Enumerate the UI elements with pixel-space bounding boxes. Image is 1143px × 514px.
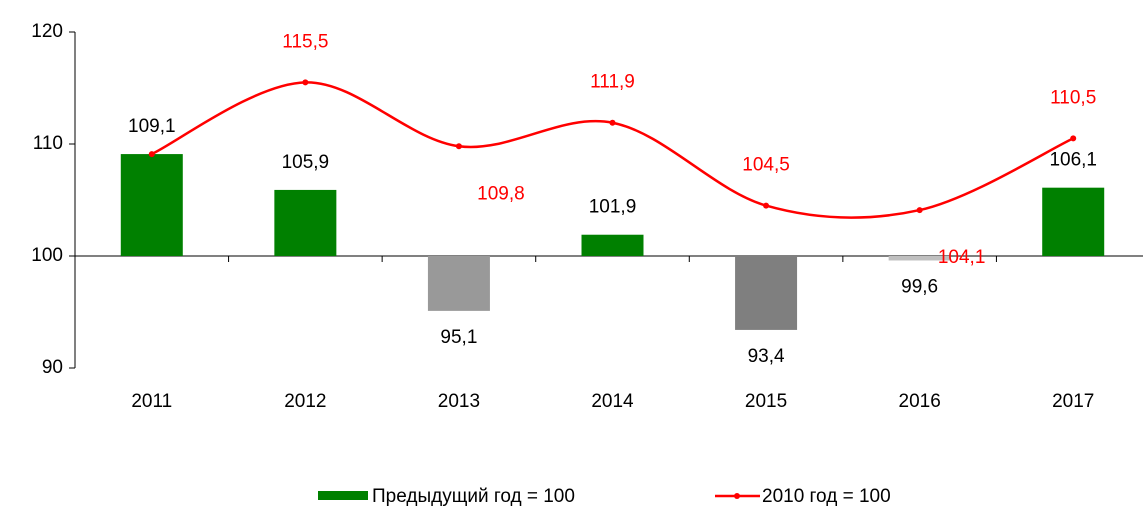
x-tick-label: 2017 — [1052, 391, 1094, 412]
bar — [427, 256, 490, 311]
y-tick-label: 100 — [31, 245, 63, 266]
bar — [888, 256, 951, 261]
line-label: 115,5 — [282, 31, 328, 52]
y-tick-label: 90 — [42, 357, 63, 378]
x-tick-label: 2012 — [284, 391, 326, 412]
line-point — [916, 207, 923, 214]
bar-label: 95,1 — [440, 327, 477, 348]
line-point — [302, 79, 309, 86]
x-tick-label: 2011 — [131, 391, 172, 412]
line-point — [148, 151, 155, 158]
line-label: 111,9 — [590, 72, 635, 93]
x-tick-label: 2016 — [899, 391, 941, 412]
line-label: 104,1 — [938, 247, 986, 268]
line-point — [609, 119, 616, 126]
bar — [120, 154, 183, 256]
x-tick-label: 2014 — [591, 391, 634, 412]
line-point — [1070, 135, 1077, 142]
line-point — [763, 202, 770, 209]
bar — [735, 256, 798, 330]
line-label: 109,8 — [477, 183, 525, 204]
bar-label: 106,1 — [1049, 150, 1097, 171]
legend-point — [734, 493, 740, 499]
x-tick-label: 2015 — [745, 391, 787, 412]
legend-label: Предыдущий год = 100 — [372, 486, 575, 507]
bar-label: 93,4 — [748, 346, 785, 367]
line-point — [455, 143, 462, 150]
line-label: 110,5 — [1050, 87, 1096, 108]
line-label: 104,5 — [742, 155, 790, 176]
y-tick-label: 120 — [31, 21, 63, 42]
legend-swatch — [318, 491, 368, 500]
bar-label: 99,6 — [901, 276, 938, 297]
bar-label: 105,9 — [282, 152, 330, 173]
y-tick-label: 110 — [33, 133, 63, 154]
x-tick-label: 2013 — [438, 391, 480, 412]
bar-label: 109,1 — [128, 116, 176, 137]
bar-label: 101,9 — [589, 197, 637, 218]
bar — [1042, 187, 1105, 256]
bar — [581, 234, 644, 256]
bar — [274, 189, 337, 256]
legend-label: 2010 год = 100 — [762, 486, 891, 507]
